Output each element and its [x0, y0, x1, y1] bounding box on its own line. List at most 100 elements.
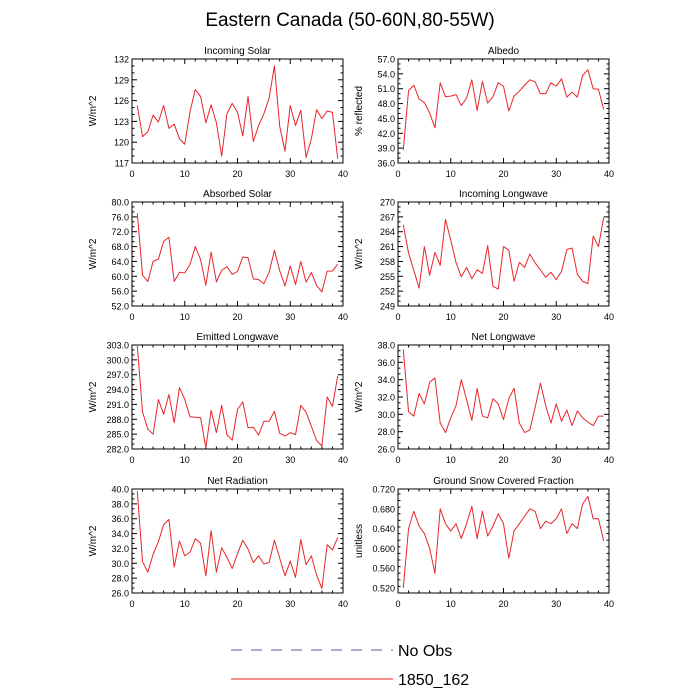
- panel-title: Net Radiation: [207, 476, 268, 487]
- y-tick-label: 117: [115, 159, 129, 169]
- y-tick-label: 26.0: [111, 589, 129, 599]
- x-tick-label: 30: [551, 169, 561, 179]
- x-tick-label: 30: [551, 455, 561, 465]
- series-line-1850_162: [136, 345, 339, 449]
- panel-title: Emitted Longwave: [196, 332, 279, 343]
- x-tick-label: 10: [446, 599, 456, 609]
- x-tick-label: 40: [604, 169, 614, 179]
- x-tick-label: 30: [551, 599, 561, 609]
- y-tick-label: 258: [380, 257, 395, 267]
- y-tick-label: 36.0: [377, 358, 395, 368]
- y-tick-label: 68.0: [111, 242, 129, 252]
- series-line-1850_162: [136, 491, 339, 590]
- x-tick-label: 0: [395, 599, 400, 609]
- y-tick-label: 255: [380, 272, 395, 282]
- plot-frame: [397, 344, 610, 450]
- plot-frame: [131, 58, 344, 164]
- y-tick-label: 32.0: [111, 544, 129, 554]
- x-tick-label: 0: [395, 312, 400, 322]
- panel-title: Incoming Solar: [204, 46, 271, 57]
- series-line-1850_162: [136, 213, 339, 293]
- x-tick-label: 20: [232, 169, 242, 179]
- y-tick-label: 123: [114, 117, 129, 127]
- y-tick-label: 30.0: [111, 559, 129, 569]
- y-tick-label: 132: [114, 55, 129, 65]
- y-tick-label: 56.0: [111, 287, 129, 297]
- y-tick-label: 129: [114, 75, 129, 85]
- page-title: Eastern Canada (50-60N,80-55W): [205, 10, 495, 31]
- x-tick-label: 20: [232, 455, 242, 465]
- y-axis-label: W/m^2: [354, 381, 365, 412]
- x-tick-label: 30: [551, 312, 561, 322]
- panel-emitted-longwave: Emitted Longwave W/m^2 0 10 20 30 40 282.0 285.0…: [88, 332, 348, 465]
- panel-title: Absorbed Solar: [203, 189, 273, 200]
- y-tick-label: 60.0: [111, 272, 129, 282]
- x-tick-label: 40: [604, 312, 614, 322]
- y-axis-label: W/m^2: [88, 238, 99, 269]
- y-tick-label: 28.0: [377, 427, 395, 437]
- x-tick-label: 0: [129, 312, 134, 322]
- x-tick-label: 10: [446, 312, 456, 322]
- x-tick-label: 10: [180, 312, 190, 322]
- x-tick-label: 40: [604, 599, 614, 609]
- y-tick-label: 282.0: [106, 445, 129, 455]
- x-tick-label: 30: [285, 599, 295, 609]
- y-tick-label: 80.0: [111, 198, 129, 208]
- y-tick-label: 294.0: [106, 385, 129, 395]
- y-tick-label: 267: [380, 212, 395, 222]
- x-tick-label: 20: [498, 312, 508, 322]
- plot-frame: [397, 488, 610, 594]
- y-tick-label: 0.640: [372, 524, 395, 534]
- y-tick-label: 291.0: [106, 400, 129, 410]
- y-tick-label: 54.0: [377, 69, 395, 79]
- y-tick-label: 0.680: [372, 504, 395, 514]
- panel-net-longwave: Net Longwave W/m^2 0 10 20 30 40 26.0 28.0 30.0 32…: [354, 332, 614, 465]
- y-tick-label: 51.0: [377, 84, 395, 94]
- y-tick-label: 0.520: [372, 584, 395, 594]
- x-tick-label: 20: [232, 599, 242, 609]
- y-tick-label: 285.0: [106, 430, 129, 440]
- y-tick-label: 34.0: [111, 529, 129, 539]
- x-tick-label: 40: [604, 455, 614, 465]
- plot-frame: [397, 58, 610, 164]
- y-tick-label: 0.560: [372, 564, 395, 574]
- y-tick-label: 72.0: [111, 227, 129, 237]
- y-tick-label: 303.0: [106, 341, 129, 351]
- panel-ground-snow-covered-fraction: Ground Snow Covered Fraction unitless 0 10 2…: [354, 476, 614, 609]
- x-tick-label: 0: [129, 169, 134, 179]
- panel-net-radiation: Net Radiation W/m^2 0 10 20 30 40 26.0 28.0 30.0 3…: [88, 476, 348, 609]
- y-tick-label: 36.0: [111, 514, 129, 524]
- legend-label: 1850_162: [398, 672, 469, 689]
- y-tick-label: 45.0: [377, 114, 395, 124]
- y-tick-label: 64.0: [111, 257, 129, 267]
- x-tick-label: 10: [180, 169, 190, 179]
- y-tick-label: 0.720: [372, 485, 395, 495]
- panel-title: Incoming Longwave: [459, 189, 548, 200]
- x-tick-label: 40: [338, 169, 348, 179]
- y-tick-label: 252: [380, 287, 395, 297]
- y-tick-label: 288.0: [106, 415, 129, 425]
- x-tick-label: 20: [498, 169, 508, 179]
- x-tick-label: 40: [338, 599, 348, 609]
- plot-frame: [131, 488, 344, 594]
- y-tick-label: 40.0: [111, 485, 129, 495]
- x-tick-label: 20: [232, 312, 242, 322]
- y-tick-label: 26.0: [377, 445, 395, 455]
- x-tick-label: 20: [498, 599, 508, 609]
- y-axis-label: W/m^2: [88, 381, 99, 412]
- x-tick-label: 40: [338, 455, 348, 465]
- x-tick-label: 20: [498, 455, 508, 465]
- x-tick-label: 10: [446, 455, 456, 465]
- x-tick-label: 0: [395, 169, 400, 179]
- series-line-1850_162: [402, 217, 605, 290]
- y-axis-label: unitless: [354, 524, 365, 558]
- y-tick-label: 52.0: [111, 302, 129, 312]
- x-tick-label: 0: [395, 455, 400, 465]
- y-tick-label: 270: [380, 198, 395, 208]
- y-tick-label: 300.0: [106, 355, 129, 365]
- y-tick-label: 36.0: [377, 159, 395, 169]
- plot-frame: [131, 344, 344, 450]
- y-axis-label: W/m^2: [354, 238, 365, 269]
- y-tick-label: 30.0: [377, 410, 395, 420]
- plot-frame: [397, 201, 610, 307]
